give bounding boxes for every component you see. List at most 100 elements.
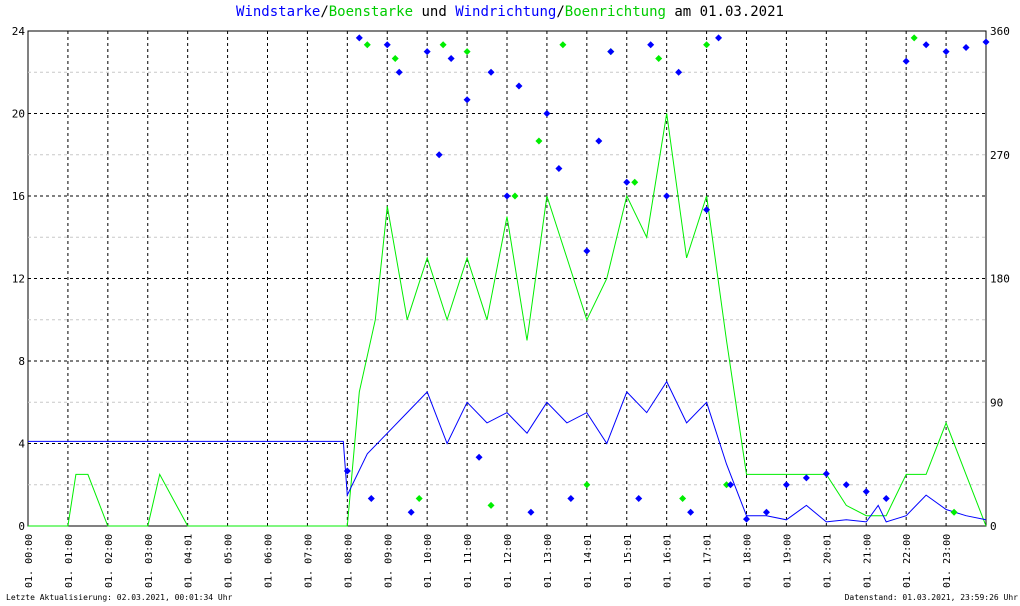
- series-line-boenstarke: [28, 113, 987, 527]
- x-tick-label: 01. 01:00: [64, 534, 75, 588]
- x-tick-label: 01. 17:01: [703, 534, 714, 588]
- title-sep2: /: [556, 4, 565, 20]
- direction-point-boenrichtung: [950, 508, 958, 516]
- direction-point-windrichtung: [567, 495, 575, 502]
- y-right-tick-label: 270: [990, 149, 1010, 162]
- direction-point-windrichtung: [583, 247, 591, 255]
- direction-point-windrichtung: [822, 470, 830, 478]
- chart-title: Windstarke/Boenstarke und Windrichtung/B…: [0, 4, 1020, 20]
- direction-point-boenrichtung: [703, 41, 711, 49]
- direction-point-windrichtung: [922, 41, 930, 49]
- last-update-text: Letzte Aktualisierung: 02.03.2021, 00:01…: [6, 593, 233, 602]
- direction-point-boenrichtung: [463, 48, 471, 56]
- direction-point-windrichtung: [842, 481, 850, 489]
- x-tick-label: 01. 12:00: [503, 534, 514, 588]
- direction-point-windrichtung: [595, 137, 603, 145]
- x-tick-label: 01. 06:00: [264, 534, 275, 588]
- direction-point-windrichtung: [727, 481, 735, 489]
- direction-point-windrichtung: [395, 68, 403, 76]
- direction-point-boenrichtung: [583, 481, 591, 489]
- direction-point-windrichtung: [782, 481, 790, 489]
- title-boenrichtung: Boenrichtung: [564, 4, 666, 20]
- direction-point-windrichtung: [623, 178, 631, 186]
- y-left-tick-label: 0: [18, 520, 25, 533]
- title-windrichtung: Windrichtung: [455, 4, 557, 20]
- grid-layer: [27, 30, 987, 527]
- x-tick-label: 01. 05:00: [224, 534, 235, 588]
- y-left-tick-label: 12: [12, 273, 25, 286]
- speed-series: [28, 380, 987, 523]
- direction-point-boenrichtung: [679, 495, 687, 502]
- direction-point-windrichtung: [942, 48, 950, 56]
- axis-layer: 0 4 8 12 16 20 24 0 90 180 270 360 01. 00:00 01. 01:0…: [12, 25, 1010, 588]
- x-tick-label: 01. 21:00: [862, 534, 873, 588]
- direction-point-windrichtung: [882, 495, 890, 502]
- x-tick-label: 01. 07:00: [303, 534, 314, 588]
- x-tick-label: 01. 14:01: [583, 534, 594, 588]
- y-left-tick-label: 24: [12, 25, 26, 38]
- direction-point-windrichtung: [635, 495, 643, 502]
- direction-point-windrichtung: [367, 495, 375, 502]
- direction-point-windrichtung: [447, 55, 455, 62]
- direction-point-boenrichtung: [439, 41, 447, 49]
- title-boenstarke: Boenstarke: [328, 4, 414, 20]
- direction-point-windrichtung: [527, 508, 535, 516]
- y-left-tick-label: 4: [18, 438, 25, 451]
- direction-point-windrichtung: [407, 508, 415, 516]
- direction-point-boenrichtung: [363, 41, 371, 49]
- x-tick-label: 01. 19:00: [782, 534, 793, 588]
- x-tick-label: 01. 18:00: [743, 534, 754, 588]
- direction-point-windrichtung: [543, 110, 551, 117]
- direction-point-boenrichtung: [655, 55, 663, 62]
- direction-series: [343, 34, 990, 523]
- x-tick-label: 01. 22:00: [902, 534, 913, 588]
- x-tick-label: 01. 00:00: [24, 534, 35, 588]
- y-right-tick-label: 180: [990, 273, 1010, 286]
- direction-point-boenrichtung: [723, 481, 731, 489]
- y-left-tick-label: 20: [12, 108, 25, 121]
- x-tick-label: 01. 09:00: [383, 534, 394, 588]
- direction-point-windrichtung: [423, 48, 431, 56]
- direction-point-boenrichtung: [559, 41, 567, 49]
- direction-point-windrichtung: [555, 165, 563, 172]
- x-tick-label: 01. 10:00: [423, 534, 434, 588]
- gust-series: [28, 113, 987, 527]
- direction-point-boenrichtung: [511, 192, 519, 200]
- direction-point-windrichtung: [802, 474, 810, 482]
- x-tick-label: 01. 20:01: [822, 534, 833, 588]
- direction-point-windrichtung: [463, 96, 471, 104]
- direction-point-windrichtung: [982, 38, 990, 46]
- direction-point-windrichtung: [343, 467, 351, 475]
- title-windstarke: Windstarke: [236, 4, 321, 20]
- y-right-tick-label: 360: [990, 25, 1010, 38]
- direction-point-windrichtung: [762, 508, 770, 516]
- y-left-tick-label: 8: [18, 355, 25, 368]
- direction-point-windrichtung: [687, 508, 695, 516]
- data-status-text: Datenstand: 01.03.2021, 23:59:26 Uhr: [844, 593, 1018, 602]
- direction-point-windrichtung: [902, 57, 910, 65]
- direction-point-windrichtung: [475, 453, 483, 461]
- direction-point-windrichtung: [703, 206, 711, 214]
- x-tick-label: 01. 16:01: [663, 534, 674, 588]
- direction-point-windrichtung: [435, 151, 443, 159]
- x-tick-label: 01. 15:01: [623, 534, 634, 588]
- x-tick-label: 01. 11:00: [463, 534, 474, 588]
- direction-point-windrichtung: [503, 192, 511, 200]
- y-right-tick-label: 0: [990, 520, 997, 533]
- x-tick-label: 01. 03:00: [144, 534, 155, 588]
- y-left-tick-label: 16: [12, 190, 25, 203]
- title-date: am 01.03.2021: [665, 4, 784, 20]
- direction-point-windrichtung: [675, 68, 683, 76]
- direction-point-windrichtung: [355, 34, 363, 42]
- direction-point-windrichtung: [647, 41, 655, 49]
- direction-point-windrichtung: [515, 82, 523, 90]
- direction-point-windrichtung: [383, 41, 391, 49]
- direction-point-boenrichtung: [391, 55, 399, 62]
- direction-point-boenrichtung: [487, 501, 495, 509]
- direction-point-windrichtung: [715, 34, 723, 42]
- direction-point-windrichtung: [487, 68, 495, 76]
- x-tick-label: 01. 13:00: [543, 534, 554, 588]
- direction-point-windrichtung: [607, 48, 615, 56]
- direction-point-windrichtung: [743, 515, 750, 523]
- title-mid: und: [413, 4, 456, 20]
